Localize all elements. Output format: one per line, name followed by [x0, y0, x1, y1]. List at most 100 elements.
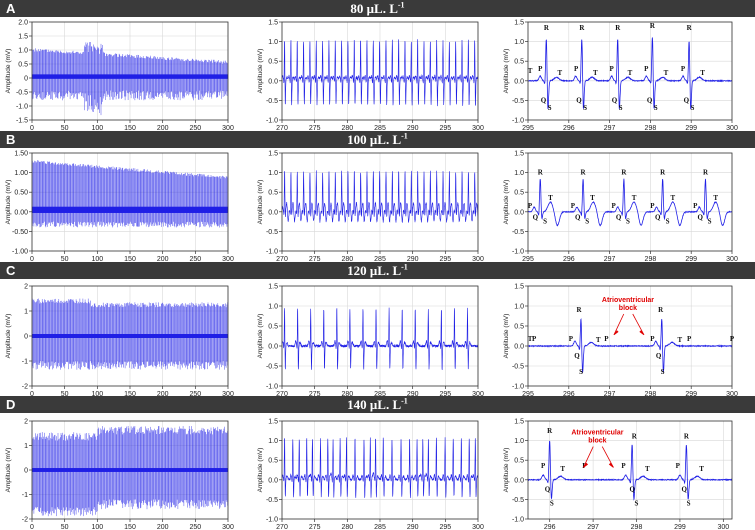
panel-c-zoom: 295296297298299300-1.0-0.50.00.51.01.5Ti… [503, 284, 738, 406]
wave-label: P [681, 65, 686, 73]
y-axis-label: Amplitude (mV) [257, 314, 264, 359]
wave-label: T [557, 69, 562, 77]
y-tick-label: -0.5 [266, 364, 278, 371]
ecg-trace [282, 307, 478, 370]
x-tick-label: 270 [276, 391, 288, 398]
y-axis-label: Amplitude (mV) [503, 448, 510, 493]
wave-label: S [635, 499, 639, 507]
ecg-trace [282, 437, 478, 498]
y-tick-label: -1 [22, 492, 28, 499]
x-tick-label: 0 [30, 256, 34, 263]
x-tick-label: 280 [341, 391, 353, 398]
panel-b-overview: 0 50 100 150 200 250 300 -1.00 -0.50 0.00 0.50 1.00… [5, 151, 234, 271]
trace-group [282, 170, 478, 224]
ecg-baseline-band [32, 74, 228, 79]
y-tick-label: 0.5 [18, 62, 28, 69]
y-tick-label: 1.5 [268, 20, 278, 27]
y-tick-label: 0.0 [268, 78, 278, 85]
x-tick-label: 150 [124, 524, 136, 530]
annotation-text: block [588, 438, 606, 445]
wave-label: R [660, 169, 666, 177]
panel-b-zoom: 295296297298299300-1.0-0.50.00.51.01.5Ti… [503, 151, 738, 271]
y-tick-label: 0.0 [268, 344, 278, 351]
y-tick-label: 1.0 [268, 170, 278, 177]
wave-label: R [650, 22, 656, 30]
y-tick-label: 1.0 [268, 39, 278, 46]
wave-label: P [676, 462, 681, 470]
wave-label: T [528, 67, 533, 75]
y-tick-label: 0.0 [514, 78, 524, 85]
x-tick-label: 298 [645, 256, 657, 263]
wave-label: P [528, 202, 533, 210]
y-tick-label: 1.50 [14, 151, 28, 158]
wave-label: Q [629, 486, 635, 494]
x-tick-label: 250 [189, 524, 201, 530]
x-tick-label: 275 [309, 125, 321, 132]
wave-label: R [684, 433, 690, 441]
y-tick-label: 0.5 [268, 190, 278, 197]
wave-label: Q [533, 214, 539, 222]
y-tick-label: -1.0 [16, 104, 28, 111]
wave-label: S [626, 218, 630, 226]
y-axis-label: Amplitude (mV) [257, 180, 264, 225]
x-tick-label: 200 [157, 391, 169, 398]
y-tick-label: 0.50 [14, 190, 28, 197]
ecg-plot: 270 275 280 285 290 295 300 -1.0 -0.5 0.0 0.5 1.0 1.… [257, 20, 484, 140]
wave-label: Q [697, 214, 703, 222]
y-tick-label: -1 [22, 359, 28, 366]
x-tick-label: 50 [61, 125, 69, 132]
annotation-arrow [632, 313, 645, 335]
wave-label: T [713, 194, 718, 202]
y-tick-label: -1.0 [512, 118, 524, 125]
x-tick-label: 285 [374, 256, 386, 263]
wave-label: R [703, 169, 709, 177]
ecg-plot: 295296297298299300-1.0-0.50.00.51.01.5Ti… [503, 284, 738, 406]
wave-label: P [644, 65, 649, 73]
x-tick-label: 297 [604, 125, 616, 132]
wave-label: T [628, 69, 633, 77]
x-tick-label: 297 [604, 391, 616, 398]
y-tick-label: 0.5 [268, 458, 278, 465]
trace-group [282, 437, 478, 498]
panel-d-zoom: 296297298299300-1.0-0.50.00.51.01.5Time … [503, 419, 733, 530]
y-tick-label: 2.0 [18, 20, 28, 27]
y-tick-label: 0.0 [514, 344, 524, 351]
x-tick-label: 295 [439, 125, 451, 132]
x-tick-label: 300 [717, 524, 729, 530]
x-tick-label: 296 [563, 391, 575, 398]
y-tick-label: 1.5 [268, 284, 278, 291]
x-tick-label: 150 [124, 391, 136, 398]
x-tick-label: 250 [189, 125, 201, 132]
x-tick-label: 0 [30, 391, 34, 398]
wave-label: T [560, 465, 565, 473]
y-tick-label: 1.5 [514, 419, 524, 426]
annotation-arrowhead [608, 462, 614, 468]
wave-label: T [593, 69, 598, 77]
x-tick-label: 300 [472, 125, 484, 132]
x-tick-label: 295 [439, 391, 451, 398]
wave-label: S [619, 104, 623, 112]
panel-b-detail: 270 275 280 285 290 295 300 -1.0 -0.5 0.0 0.5 1.0 1.… [257, 151, 484, 271]
ecg-plot: 0 50 100 150 200 250 300 -1.5 -1.0 -0.5 0 0.5 1.0 1.5… [5, 20, 234, 140]
x-tick-label: 100 [91, 391, 103, 398]
x-tick-label: 100 [91, 256, 103, 263]
y-tick-label: 0 [24, 334, 28, 341]
y-tick-label: -0.5 [16, 90, 28, 97]
x-tick-label: 299 [674, 524, 686, 530]
wave-label: T [700, 69, 705, 77]
y-tick-label: 1.5 [268, 151, 278, 158]
y-tick-label: 0.5 [514, 458, 524, 465]
wave-label: P [612, 202, 617, 210]
panel-a-zoom: 295296297298299300-1.0-0.50.00.51.01.5Ti… [503, 20, 738, 140]
ecg-plot: 270 275 280 285 290 295 300 -1.0 -0.5 0.0 0.5 1.0 1.… [257, 284, 484, 406]
trace-group [528, 37, 732, 110]
panel-a-overview: 0 50 100 150 200 250 300 -1.5 -1.0 -0.5 0 0.5 1.0 1.5… [5, 20, 234, 140]
row-letter: B [6, 132, 16, 147]
x-tick-label: 300 [726, 391, 738, 398]
x-tick-label: 299 [685, 391, 697, 398]
wave-label: T [677, 336, 682, 344]
wave-label: P [571, 202, 576, 210]
wave-label: P [604, 335, 609, 343]
wave-label: S [666, 218, 670, 226]
x-tick-label: 299 [685, 256, 697, 263]
